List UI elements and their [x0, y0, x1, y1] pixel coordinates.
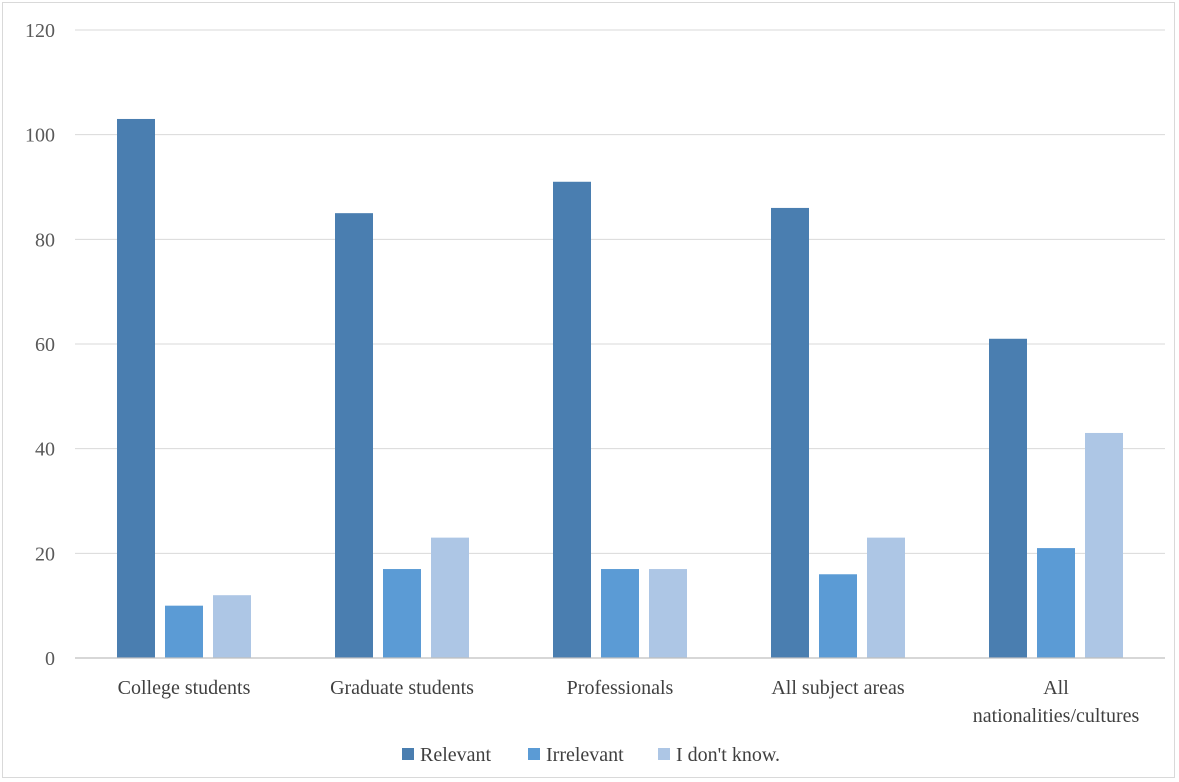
y-tick-label: 60	[35, 334, 55, 356]
y-tick-label: 20	[35, 543, 55, 565]
y-tick-label: 80	[35, 229, 55, 251]
legend-swatch	[402, 748, 414, 760]
legend-label: Relevant	[420, 744, 492, 766]
y-tick-label: 100	[25, 125, 55, 147]
legend-swatch	[528, 748, 540, 760]
x-axis: College students Graduate students Profess…	[75, 657, 1165, 727]
x-tick-label: nationalities/cultures	[973, 705, 1140, 727]
bar-irrelevant	[1037, 548, 1075, 658]
bar-relevant	[989, 338, 1027, 658]
x-tick-label: Graduate students	[330, 677, 474, 699]
bar-i-don-t-know	[649, 569, 687, 658]
bar-i-don-t-know	[213, 595, 251, 658]
y-tick-label: 0	[45, 648, 55, 670]
bar-irrelevant	[165, 605, 203, 658]
y-tick-label: 40	[35, 439, 55, 461]
x-tick-label: College students	[118, 677, 251, 699]
legend-label: Irrelevant	[546, 744, 624, 766]
y-axis: 0 20 40 60 80 100 120	[25, 20, 55, 670]
bar-relevant	[335, 213, 373, 658]
bar-irrelevant	[383, 569, 421, 658]
bar-irrelevant	[601, 569, 639, 658]
bars	[117, 118, 1123, 658]
x-tick-label: All subject areas	[771, 677, 904, 699]
bar-i-don-t-know	[1085, 432, 1123, 658]
y-tick-label: 120	[25, 20, 55, 42]
gridlines	[75, 29, 1165, 554]
bar-irrelevant	[819, 574, 857, 658]
legend-swatch	[658, 748, 670, 760]
x-tick-label: Professionals	[567, 677, 674, 699]
bar-i-don-t-know	[867, 537, 905, 658]
bar-i-don-t-know	[431, 537, 469, 658]
bar-relevant	[771, 207, 809, 658]
legend: Relevant Irrelevant I don't know.	[402, 744, 780, 766]
x-tick-label: All	[1043, 677, 1069, 699]
bar-relevant	[553, 181, 591, 658]
bar-relevant	[117, 118, 155, 658]
legend-label: I don't know.	[676, 744, 780, 766]
